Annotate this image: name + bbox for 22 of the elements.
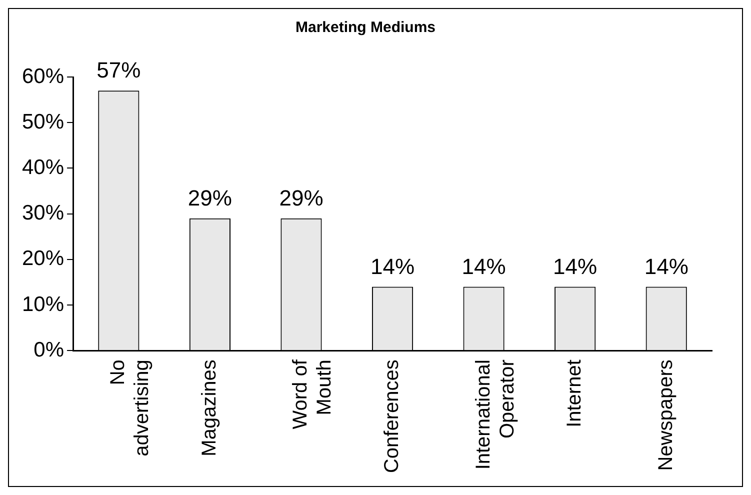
data-label: 29%: [279, 185, 324, 210]
data-label: 14%: [644, 254, 688, 279]
x-tick-label: Newspapers: [654, 360, 677, 471]
data-label: 57%: [96, 58, 141, 83]
x-tick-label: Magazines: [198, 360, 220, 456]
y-tick-label: 10%: [22, 292, 64, 316]
y-tick-label: 60%: [22, 64, 64, 88]
x-tick-label: No advertising: [107, 360, 154, 456]
x-tick-label: Internet: [564, 359, 586, 428]
y-tick-label: 40%: [22, 156, 64, 179]
y-tick-label: 20%: [22, 247, 64, 270]
chart-title: Marketing Mediums: [295, 19, 436, 36]
data-label: 29%: [188, 185, 232, 210]
y-tick-label: 50%: [22, 110, 64, 134]
data-label: 14%: [553, 254, 598, 279]
y-tick-label: 0%: [34, 338, 64, 362]
data-label: 14%: [370, 254, 415, 279]
y-tick-label: 30%: [22, 202, 64, 225]
x-tick-label: International Operator: [472, 359, 518, 470]
x-tick-label: Word of Mouth: [290, 359, 336, 430]
x-tick-label: Conferences: [381, 360, 404, 474]
data-label: 14%: [462, 254, 506, 279]
